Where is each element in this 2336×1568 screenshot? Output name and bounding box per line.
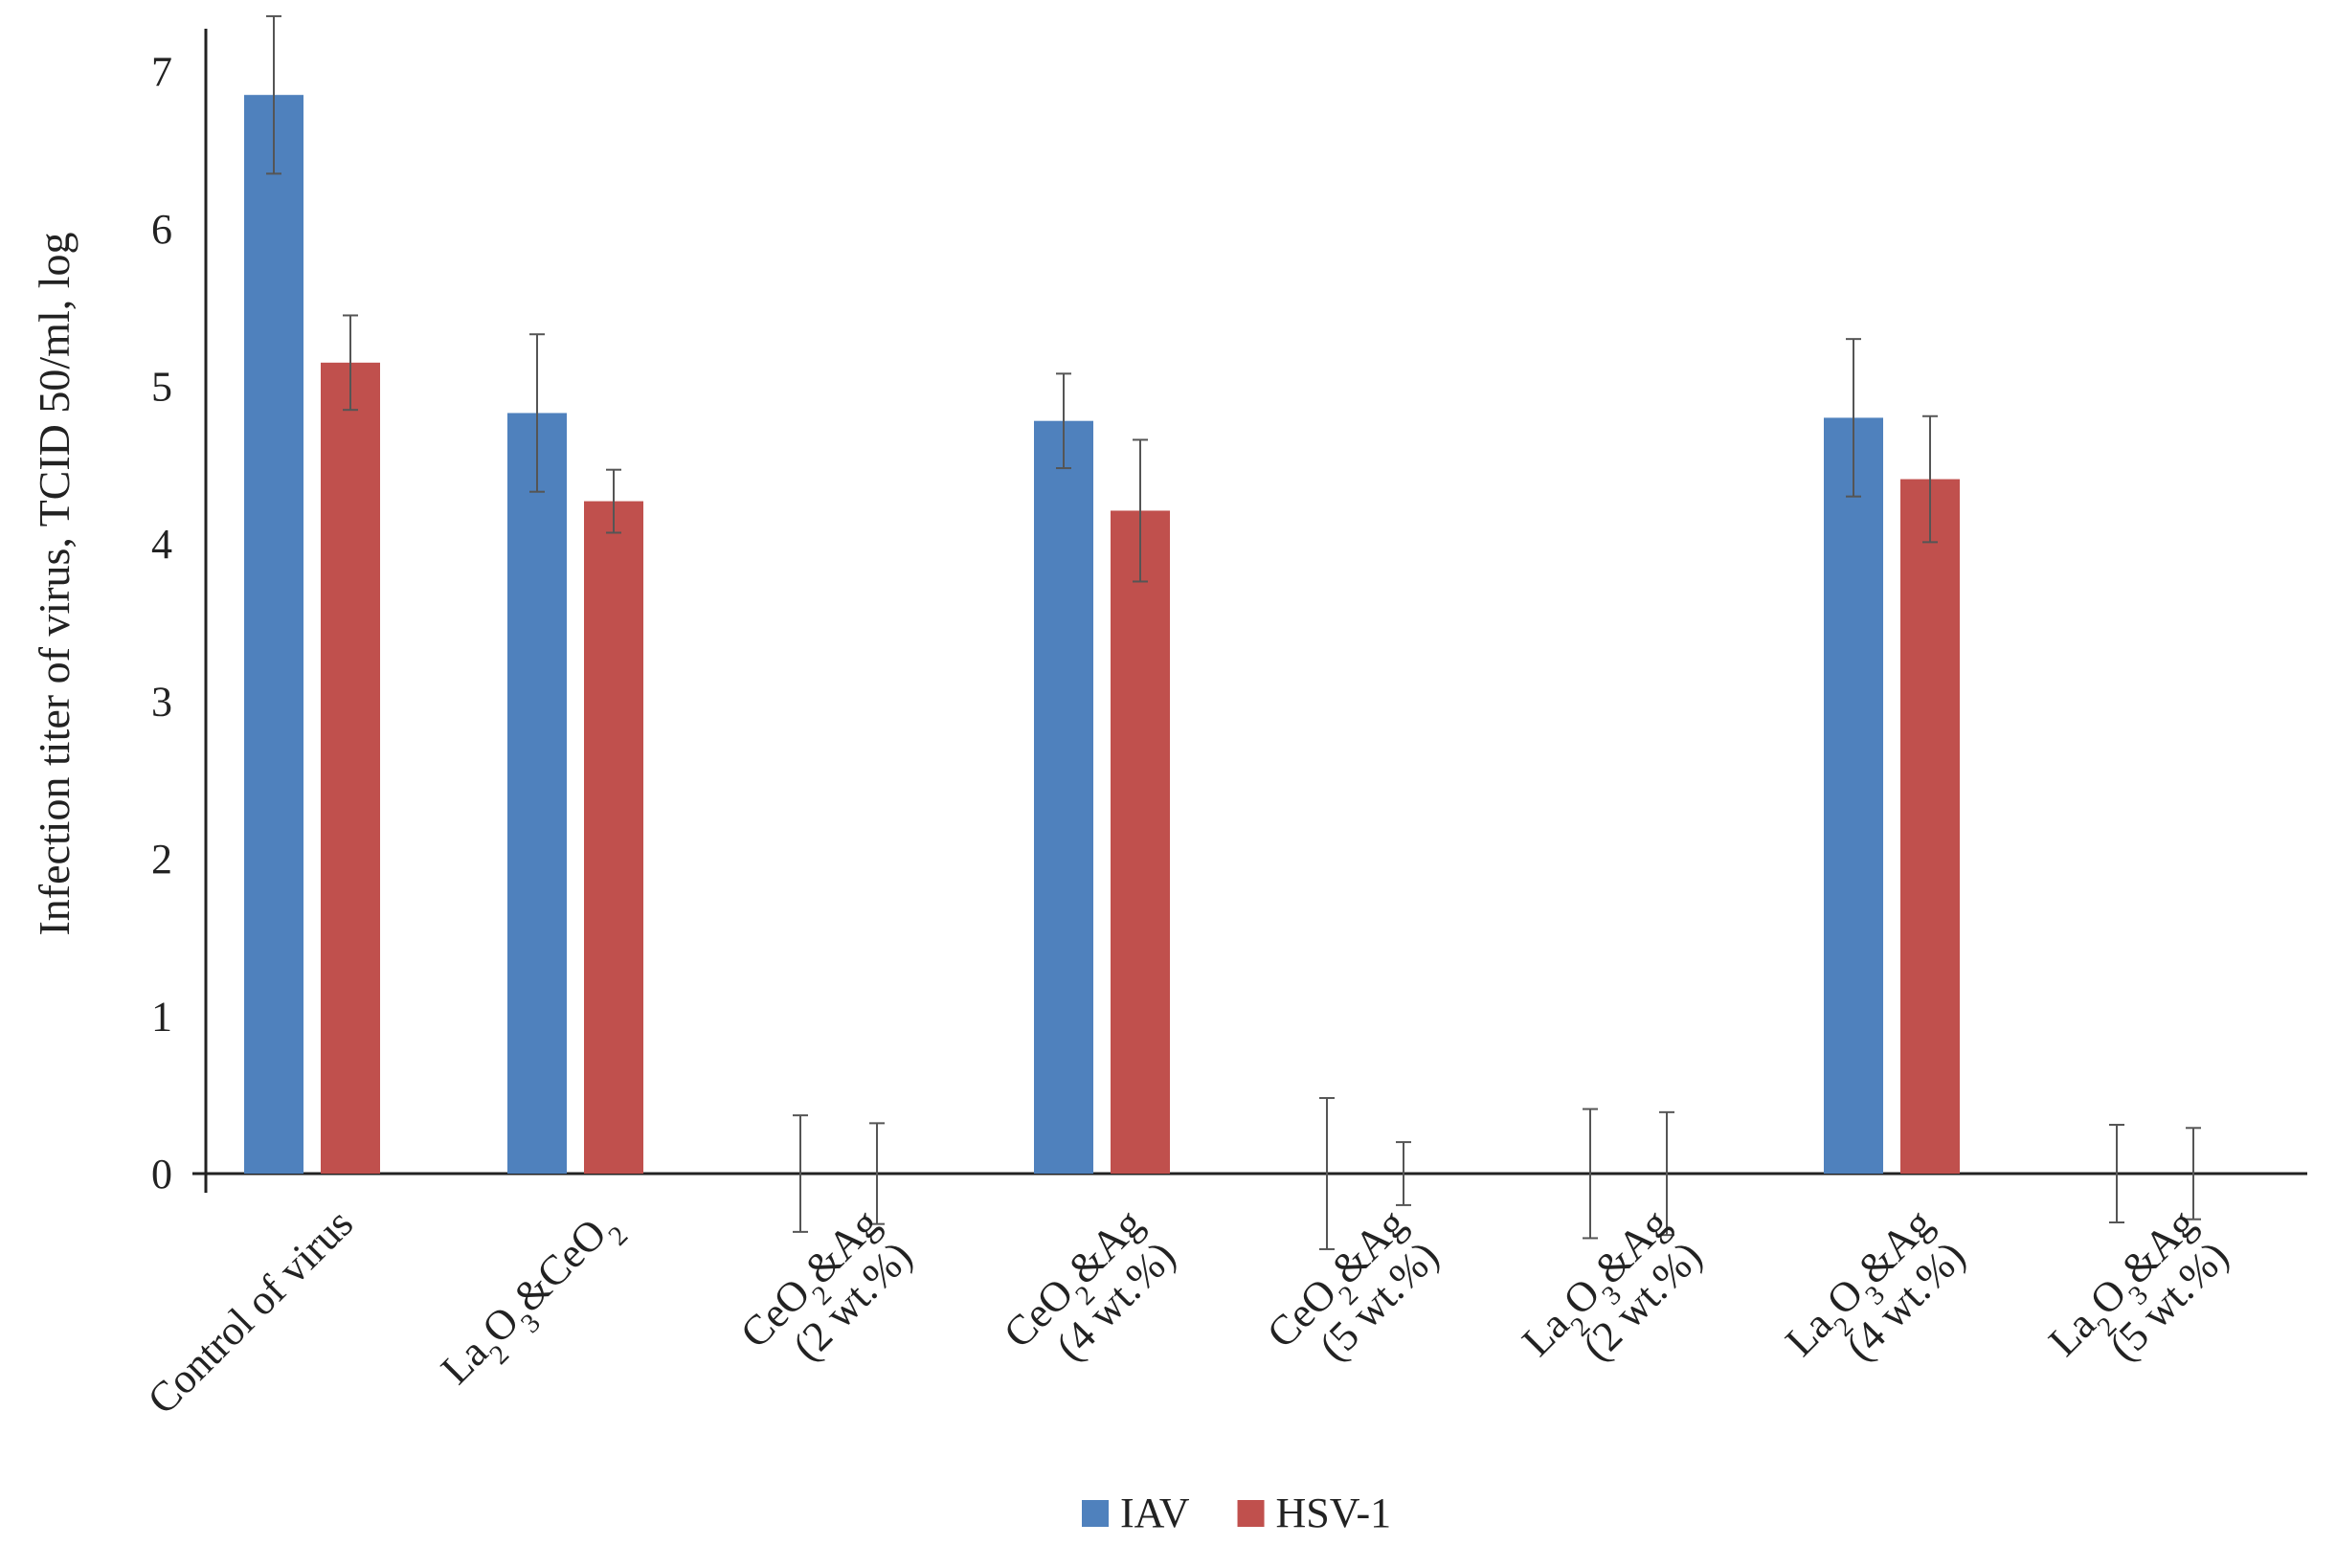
bar-iav: [1034, 420, 1093, 1174]
legend-label-hsv-1: HSV-1: [1276, 1490, 1392, 1536]
bar-hsv-1: [584, 501, 643, 1174]
bar-hsv-1: [1111, 510, 1170, 1174]
y-tick-label: 4: [151, 521, 172, 568]
x-tick-label: Control of virus: [139, 1199, 362, 1422]
bar-hsv-1: [321, 362, 380, 1174]
bar-iav: [244, 95, 303, 1174]
legend-label-iav: IAV: [1120, 1490, 1190, 1536]
legend: IAV HSV-1: [1082, 1490, 1391, 1536]
y-tick-label: 0: [151, 1151, 172, 1198]
bar-hsv-1: [1900, 479, 1960, 1174]
legend-swatch-iav: [1082, 1500, 1109, 1527]
legend-swatch-hsv-1: [1237, 1500, 1265, 1527]
x-tick-label: La2O3&Ag(2 wt.%): [1513, 1199, 1711, 1398]
y-tick-label: 1: [151, 994, 172, 1041]
y-axis-label: Infection titer of virus, TCID 50/ml, lo…: [30, 232, 79, 935]
x-tick-label: La2O3&Ag(4 wt.%): [1776, 1199, 1974, 1398]
x-tick-label: La2O3&Ag(5 wt.%): [2039, 1199, 2237, 1398]
y-tick-label: 6: [151, 206, 172, 253]
x-tick-label: CeO2&Ag(5 wt.%): [1258, 1199, 1448, 1389]
y-tick-label: 3: [151, 679, 172, 726]
y-tick-label: 7: [151, 49, 172, 96]
x-tick-label: CeO2&Ag(4 wt.%): [995, 1199, 1184, 1389]
y-tick-label: 5: [151, 364, 172, 411]
x-tick-label: CeO2&Ag(2 wt.%): [731, 1199, 921, 1389]
plot-area: 0 1 2 3 4 5 6 7 Control of virus La2O3&CeO2 CeO2&A…: [139, 14, 2307, 1423]
bar-iav: [1824, 417, 1883, 1174]
y-tick-label: 2: [151, 836, 172, 883]
x-tick-label: La2O3&CeO2: [432, 1199, 634, 1401]
bar-iav: [507, 413, 567, 1175]
